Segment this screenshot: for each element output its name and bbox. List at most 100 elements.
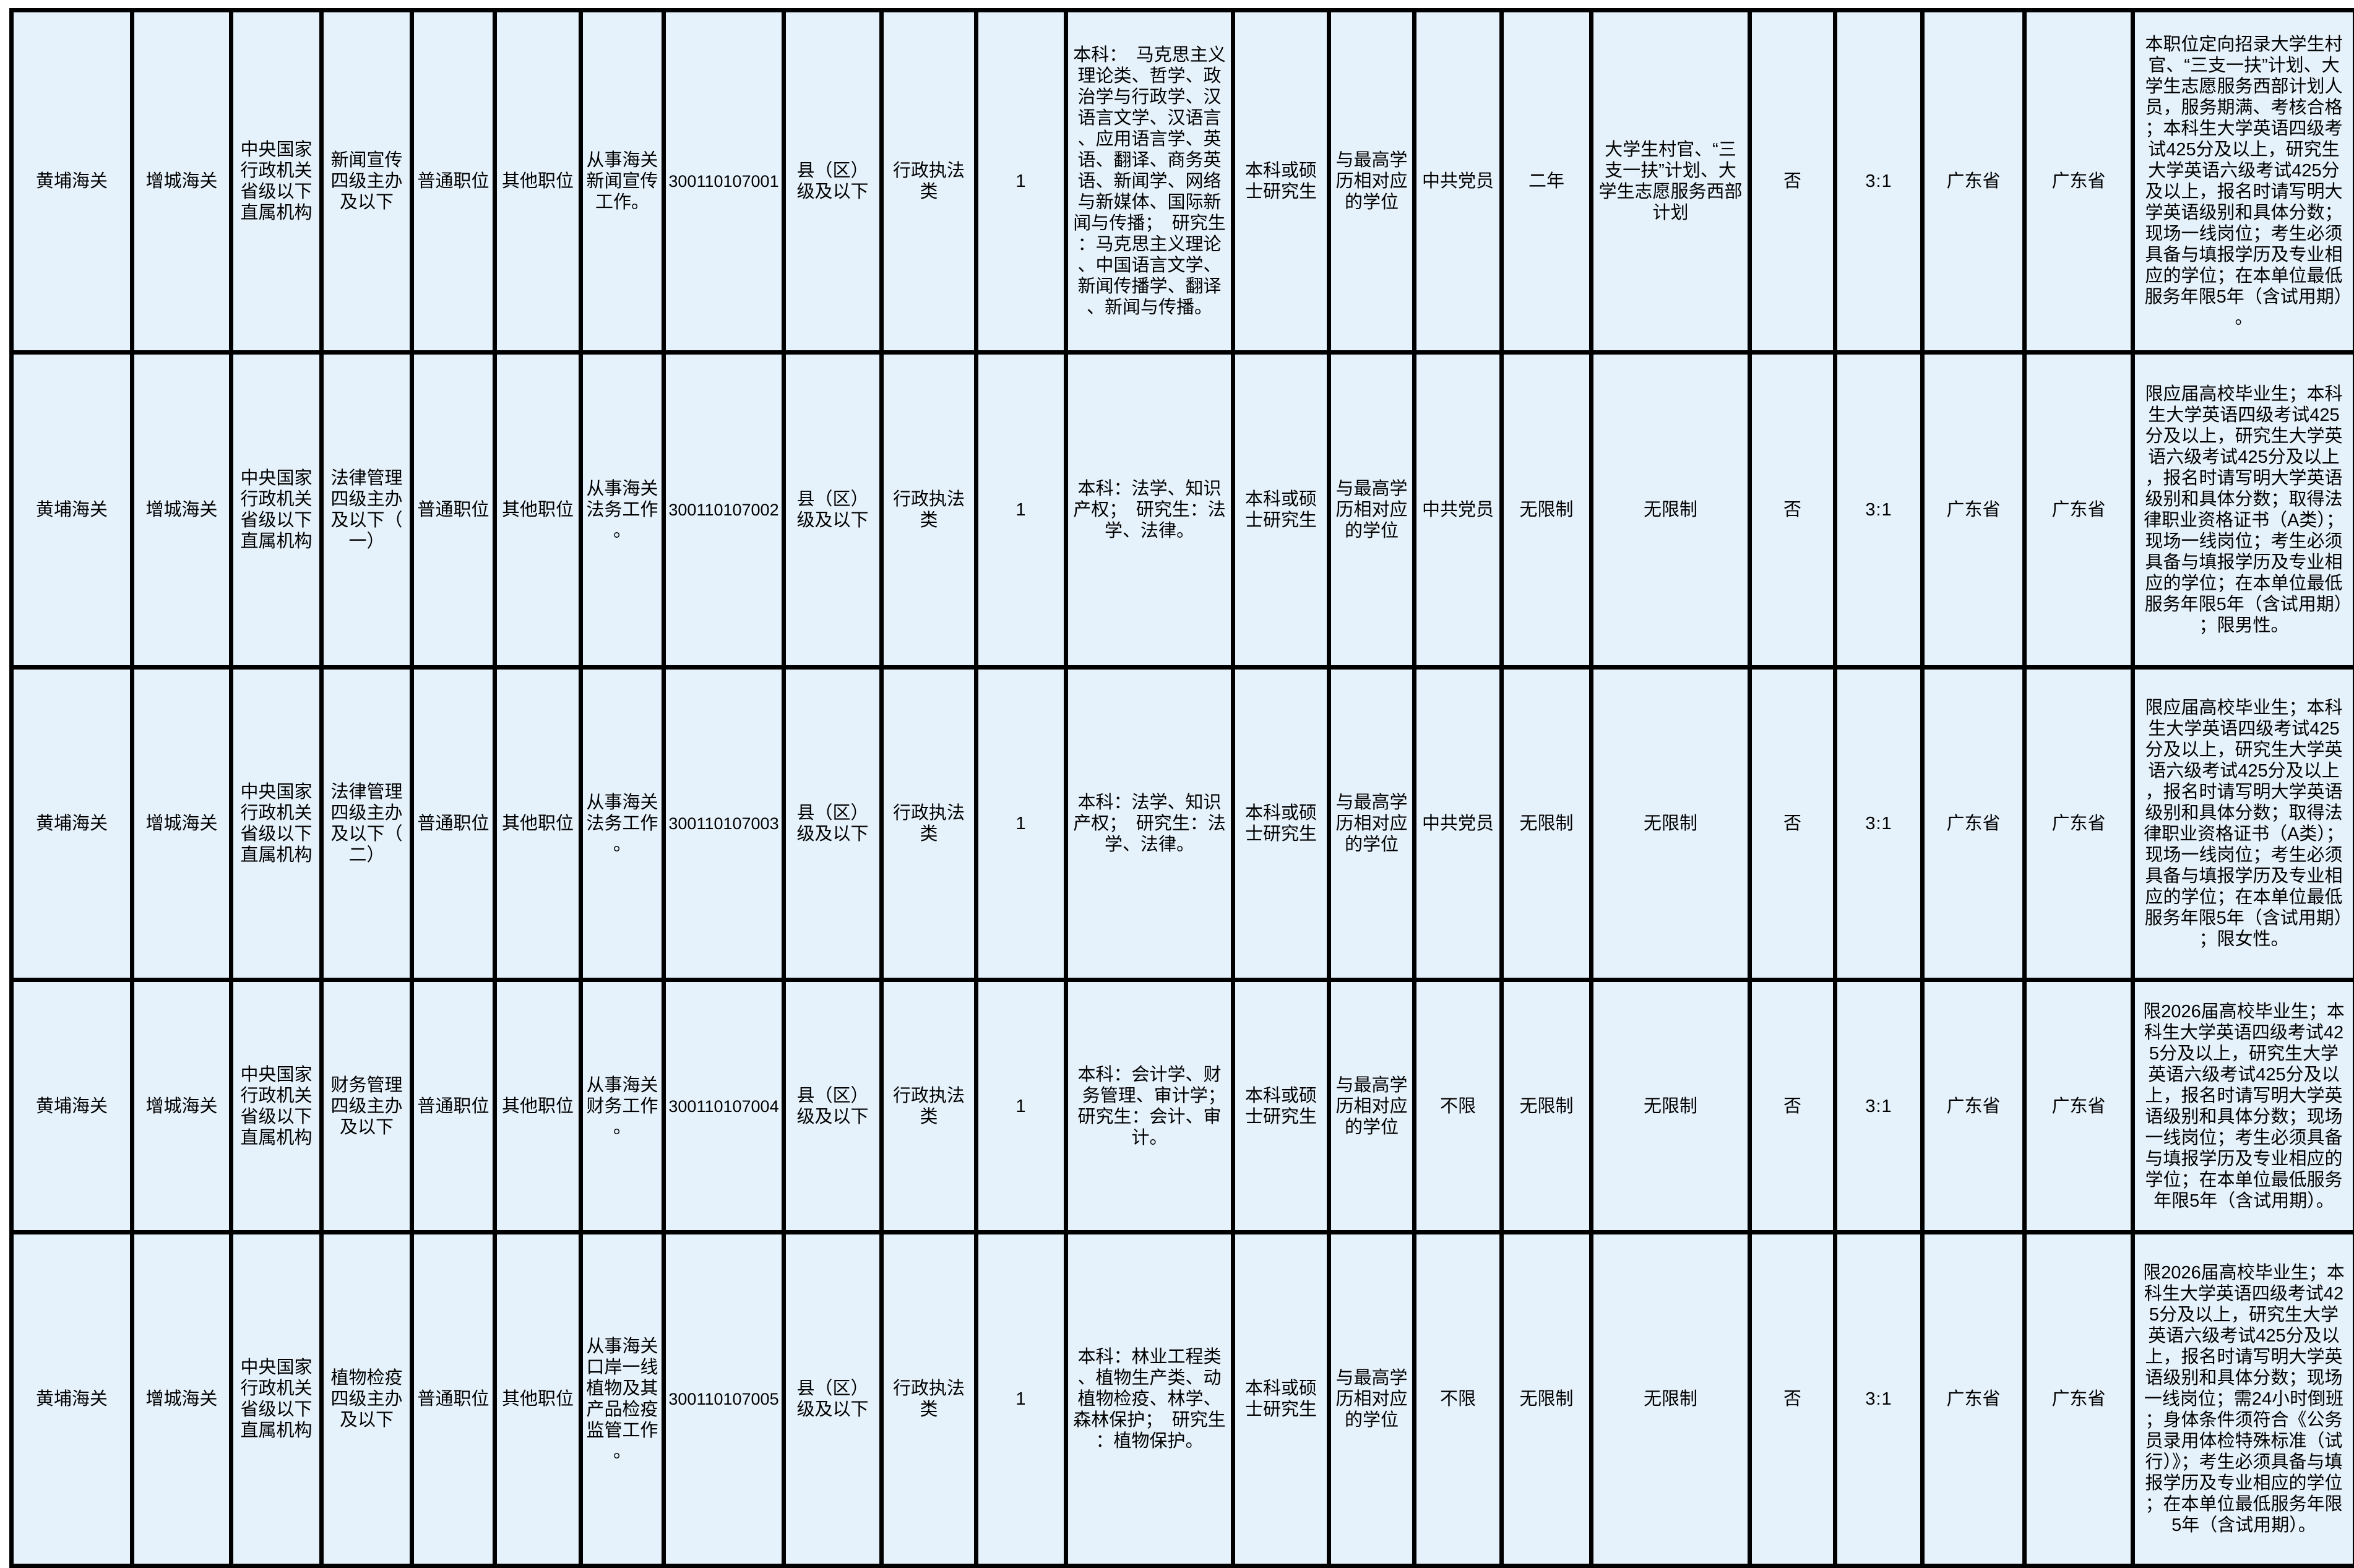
cell-org-level: 县（区）级及以下 (782, 665, 884, 982)
cell-degree: 与最高学历相对应的学位 (1327, 350, 1416, 670)
cell-position-dist: 其他职位 (493, 1230, 583, 1568)
cell-position-title: 新闻宣传四级主办及以下 (319, 8, 414, 355)
cell-org-type: 中央国家行政机关省级以下直属机构 (229, 665, 324, 982)
cell-remark: 限应届高校毕业生；本科生大学英语四级考试425分及以上，研究生大学英语六级考试4… (2131, 665, 2354, 982)
cell-education: 本科或硕士研究生 (1231, 1230, 1331, 1568)
cell-interview-ratio: 3:1 (1833, 665, 1925, 982)
cell-bureau: 增城海关 (130, 1230, 233, 1568)
job-table-body: 黄埔海关 增城海关 中央国家行政机关省级以下直属机构 新闻宣传四级主办及以下 普通职位其… (9, 8, 2354, 1568)
cell-political-status: 中共党员 (1412, 350, 1504, 670)
cell-bureau: 增城海关 (130, 665, 233, 982)
cell-position-code: 300110107001 (662, 8, 786, 355)
cell-position-title: 财务管理四级主办及以下 (319, 978, 414, 1234)
cell-major: 本科： 马克思主义理论类、哲学、政治学与行政学、汉语言文学、汉语言、应用语言学、… (1064, 8, 1235, 355)
cell-household-location: 广东省 (2022, 665, 2135, 982)
cell-grassroots-years: 二年 (1499, 8, 1593, 355)
table-row: 黄埔海关 增城海关 中央国家行政机关省级以下直属机构 法律管理四级主办及以下（二） 普通… (9, 665, 2354, 982)
cell-position-dist: 其他职位 (493, 350, 583, 670)
cell-degree: 与最高学历相对应的学位 (1327, 978, 1416, 1234)
cell-grassroots-years: 无限制 (1499, 665, 1593, 982)
cell-work-location: 广东省 (1920, 350, 2027, 670)
cell-professional-test: 否 (1748, 665, 1837, 982)
cell-bureau: 增城海关 (130, 978, 233, 1234)
cell-position-attr: 普通职位 (410, 978, 497, 1234)
cell-household-location: 广东省 (2022, 1230, 2135, 1568)
cell-grassroots-years: 无限制 (1499, 1230, 1593, 1568)
cell-degree: 与最高学历相对应的学位 (1327, 8, 1416, 355)
cell-political-status: 不限 (1412, 1230, 1504, 1568)
cell-duty: 从事海关法务工作。 (579, 350, 666, 670)
cell-political-status: 不限 (1412, 978, 1504, 1234)
cell-department: 黄埔海关 (9, 665, 134, 982)
cell-major: 本科：法学、知识产权； 研究生：法学、法律。 (1064, 350, 1235, 670)
cell-position-code: 300110107004 (662, 978, 786, 1234)
table-row: 黄埔海关 增城海关 中央国家行政机关省级以下直属机构 法律管理四级主办及以下（一） 普通… (9, 350, 2354, 670)
cell-position-title: 法律管理四级主办及以下（二） (319, 665, 414, 982)
cell-position-dist: 其他职位 (493, 665, 583, 982)
cell-interview-ratio: 3:1 (1833, 350, 1925, 670)
cell-education: 本科或硕士研究生 (1231, 978, 1331, 1234)
cell-work-location: 广东省 (1920, 978, 2027, 1234)
cell-department: 黄埔海关 (9, 8, 134, 355)
cell-position-dist: 其他职位 (493, 978, 583, 1234)
cell-org-level: 县（区）级及以下 (782, 8, 884, 355)
cell-household-location: 广东省 (2022, 978, 2135, 1234)
cell-household-location: 广东省 (2022, 8, 2135, 355)
cell-major: 本科：会计学、财务管理、审计学； 研究生：会计、审计。 (1064, 978, 1235, 1234)
cell-headcount: 1 (974, 8, 1068, 355)
cell-major: 本科：林业工程类、植物生产类、动植物检疫、林学、森林保护； 研究生：植物保护。 (1064, 1230, 1235, 1568)
cell-service-program: 无限制 (1589, 1230, 1752, 1568)
cell-interview-ratio: 3:1 (1833, 978, 1925, 1234)
cell-org-level: 县（区）级及以下 (782, 350, 884, 670)
cell-bureau: 增城海关 (130, 350, 233, 670)
cell-org-type: 中央国家行政机关省级以下直属机构 (229, 1230, 324, 1568)
cell-political-status: 中共党员 (1412, 665, 1504, 982)
cell-education: 本科或硕士研究生 (1231, 665, 1331, 982)
cell-department: 黄埔海关 (9, 978, 134, 1234)
cell-grassroots-years: 无限制 (1499, 350, 1593, 670)
cell-interview-ratio: 3:1 (1833, 1230, 1925, 1568)
cell-position-code: 300110107003 (662, 665, 786, 982)
cell-headcount: 1 (974, 350, 1068, 670)
cell-political-status: 中共党员 (1412, 8, 1504, 355)
cell-duty: 从事海关口岸一线植物及其产品检疫监管工作。 (579, 1230, 666, 1568)
cell-position-attr: 普通职位 (410, 350, 497, 670)
cell-grassroots-years: 无限制 (1499, 978, 1593, 1234)
cell-service-program: 无限制 (1589, 350, 1752, 670)
cell-headcount: 1 (974, 978, 1068, 1234)
cell-exam-category: 行政执法类 (879, 8, 978, 355)
cell-work-location: 广东省 (1920, 665, 2027, 982)
cell-exam-category: 行政执法类 (879, 350, 978, 670)
cell-degree: 与最高学历相对应的学位 (1327, 1230, 1416, 1568)
cell-org-level: 县（区）级及以下 (782, 978, 884, 1234)
cell-position-attr: 普通职位 (410, 665, 497, 982)
cell-department: 黄埔海关 (9, 1230, 134, 1568)
cell-remark: 限2026届高校毕业生；本科生大学英语四级考试425分及以上，研究生大学英语六级… (2131, 978, 2354, 1234)
cell-position-code: 300110107005 (662, 1230, 786, 1568)
cell-duty: 从事海关法务工作。 (579, 665, 666, 982)
cell-education: 本科或硕士研究生 (1231, 350, 1331, 670)
cell-org-type: 中央国家行政机关省级以下直属机构 (229, 350, 324, 670)
table-row: 黄埔海关 增城海关 中央国家行政机关省级以下直属机构 植物检疫四级主办及以下 普通职位其… (9, 1230, 2354, 1568)
cell-headcount: 1 (974, 665, 1068, 982)
cell-position-dist: 其他职位 (493, 8, 583, 355)
cell-remark: 本职位定向招录大学生村官、“三支一扶”计划、大学生志愿服务西部计划人员，服务期满… (2131, 8, 2354, 355)
cell-org-type: 中央国家行政机关省级以下直属机构 (229, 978, 324, 1234)
cell-org-level: 县（区）级及以下 (782, 1230, 884, 1568)
cell-service-program: 无限制 (1589, 665, 1752, 982)
cell-exam-category: 行政执法类 (879, 978, 978, 1234)
cell-org-type: 中央国家行政机关省级以下直属机构 (229, 8, 324, 355)
cell-exam-category: 行政执法类 (879, 665, 978, 982)
cell-duty: 从事海关新闻宣传工作。 (579, 8, 666, 355)
cell-degree: 与最高学历相对应的学位 (1327, 665, 1416, 982)
cell-household-location: 广东省 (2022, 350, 2135, 670)
cell-professional-test: 否 (1748, 8, 1837, 355)
cell-duty: 从事海关财务工作。 (579, 978, 666, 1234)
cell-work-location: 广东省 (1920, 8, 2027, 355)
table-row: 黄埔海关 增城海关 中央国家行政机关省级以下直属机构 新闻宣传四级主办及以下 普通职位其… (9, 8, 2354, 355)
cell-service-program: 无限制 (1589, 978, 1752, 1234)
table-row: 黄埔海关 增城海关 中央国家行政机关省级以下直属机构 财务管理四级主办及以下 普通职位其… (9, 978, 2354, 1234)
cell-position-attr: 普通职位 (410, 8, 497, 355)
cell-professional-test: 否 (1748, 978, 1837, 1234)
cell-education: 本科或硕士研究生 (1231, 8, 1331, 355)
